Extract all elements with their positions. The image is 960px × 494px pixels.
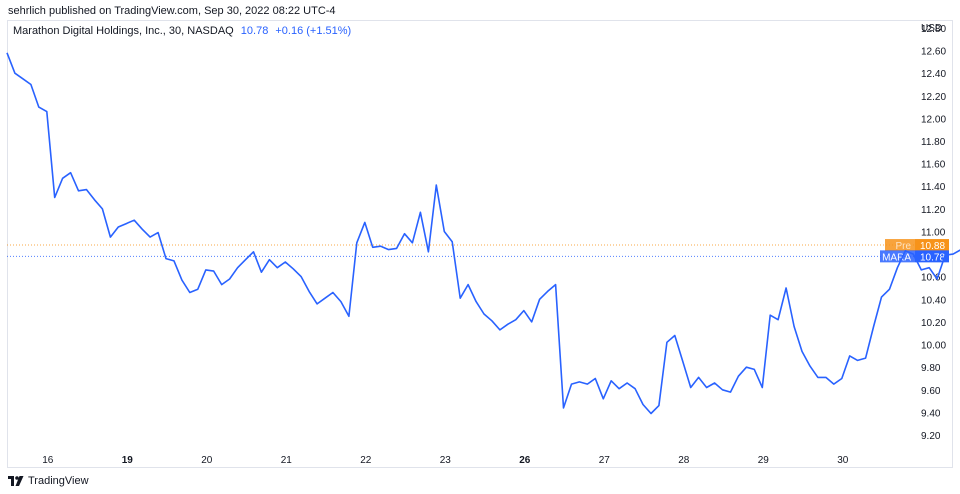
x-tick-label: 23 [440, 455, 452, 466]
tradingview-wordmark: TradingView [28, 475, 89, 487]
y-tick-label: 11.60 [921, 160, 946, 171]
x-tick-label: 27 [599, 455, 611, 466]
symbol-description[interactable]: Marathon Digital Holdings, Inc., 30, NAS… [13, 25, 234, 37]
pre-label: Pre [895, 241, 911, 252]
y-tick-label: 10.00 [921, 341, 946, 352]
y-tick-label: 11.40 [921, 182, 946, 193]
y-tick-label: 9.60 [921, 386, 941, 397]
last-price: 10.78 [240, 25, 269, 37]
y-tick-label: 10.20 [921, 318, 946, 329]
x-tick-label: 29 [758, 455, 770, 466]
x-tick-label: 26 [519, 455, 531, 466]
mara-value: 10.78 [920, 252, 945, 263]
y-tick-label: 12.40 [921, 69, 946, 80]
x-tick-label: 22 [360, 455, 372, 466]
x-tick-label: 28 [678, 455, 690, 466]
x-tick-label: 19 [122, 455, 134, 466]
tradingview-logo-icon [8, 476, 24, 486]
y-tick-label: 11.00 [921, 227, 946, 238]
x-tick-label: 16 [42, 455, 54, 466]
x-tick-label: 30 [837, 455, 849, 466]
y-tick-label: 12.20 [921, 92, 946, 103]
x-tick-label: 20 [201, 455, 213, 466]
mara-label-badge [880, 250, 915, 263]
price-change: +0.16 (+1.51%) [275, 25, 352, 37]
currency-label: USD [921, 23, 943, 34]
mara-value-badge [915, 250, 949, 263]
pre-value-badge [915, 239, 949, 252]
chart-frame [7, 20, 953, 468]
y-tick-label: 10.40 [921, 295, 946, 306]
tradingview-branding[interactable]: TradingView [8, 475, 89, 487]
symbol-legend: Marathon Digital Holdings, Inc., 30, NAS… [13, 25, 351, 37]
y-tick-label: 9.80 [921, 363, 941, 374]
y-tick-label: 12.80 [921, 24, 946, 35]
y-tick-label: 9.20 [921, 431, 941, 442]
price-series-line[interactable] [6, 52, 960, 415]
pre-label-badge [885, 239, 915, 252]
mara-label: MARA [882, 252, 911, 263]
pre-value: 10.88 [920, 241, 945, 252]
x-tick-label: 21 [281, 455, 293, 466]
y-tick-label: 12.00 [921, 114, 946, 125]
y-tick-label: 11.80 [921, 137, 946, 148]
y-tick-label: 11.20 [921, 205, 946, 216]
y-tick-label: 9.40 [921, 408, 941, 419]
published-by-line: sehrlich published on TradingView.com, S… [8, 5, 336, 17]
y-tick-label: 10.60 [921, 273, 946, 284]
y-tick-label: 12.60 [921, 47, 946, 58]
